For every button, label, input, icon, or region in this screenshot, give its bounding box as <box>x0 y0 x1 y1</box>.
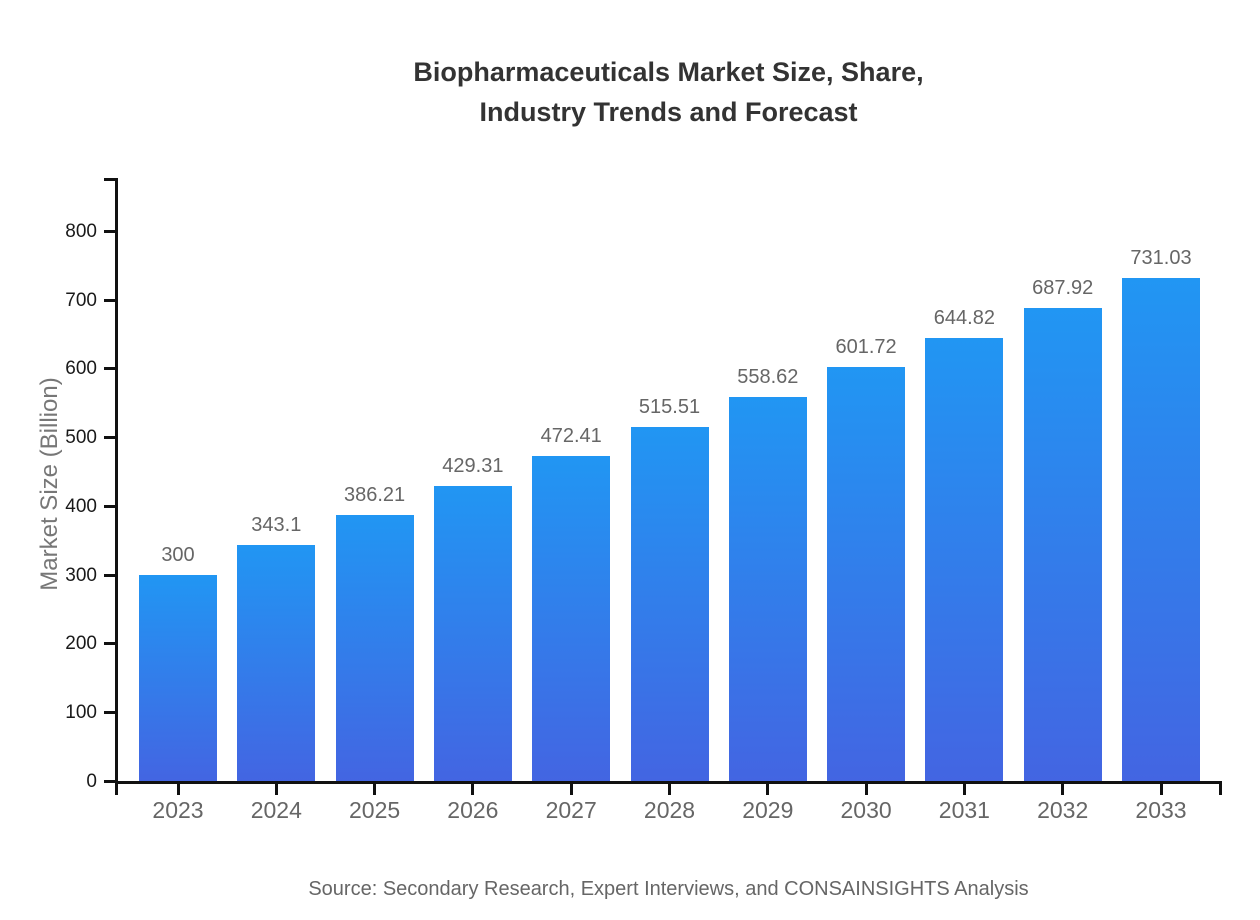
x-axis-tick <box>274 784 278 795</box>
bar-value-label: 558.62 <box>737 365 799 388</box>
x-axis-tick <box>668 784 671 795</box>
bar-2027 <box>532 456 611 781</box>
x-category-label: 2025 <box>349 797 401 823</box>
bar-2026 <box>433 485 512 781</box>
y-tick-label: 400 <box>65 495 97 517</box>
x-category-label: 2023 <box>152 797 204 823</box>
y-tick-label: 0 <box>86 771 97 792</box>
y-tick-label: 300 <box>65 564 97 586</box>
x-axis-tick <box>471 784 475 795</box>
y-tick-label: 100 <box>65 702 97 724</box>
x-axis-tick <box>569 784 573 795</box>
chart-title: Biopharmaceuticals Market Size, Share, I… <box>115 52 1222 132</box>
bar-2023 <box>139 574 217 781</box>
y-tick-label: 700 <box>65 289 97 311</box>
y-tick-label: 600 <box>65 358 97 380</box>
x-category-label: 2031 <box>938 797 990 823</box>
y-axis-tick <box>104 367 115 371</box>
bar-value-label: 601.72 <box>835 336 897 359</box>
x-axis-tick <box>962 784 966 795</box>
bar-value-label: 386.21 <box>344 484 406 507</box>
bar-2032 <box>1023 308 1102 781</box>
y-axis-tick <box>104 780 115 783</box>
x-axis-end-tick <box>115 784 118 795</box>
bar-2024 <box>237 545 316 781</box>
bar-value-label: 472.41 <box>540 425 602 448</box>
bar-value-label: 300 <box>161 543 195 566</box>
bar-value-label: 687.92 <box>1032 277 1094 299</box>
x-category-label: 2027 <box>545 797 597 823</box>
y-axis-tick <box>104 504 115 508</box>
x-axis-tick <box>373 784 377 795</box>
bar-value-label: 515.51 <box>638 395 701 418</box>
chart-title-line-1: Biopharmaceuticals Market Size, Share, <box>413 57 924 87</box>
y-tick-label: 200 <box>65 633 97 655</box>
bar-value-label: 731.03 <box>1130 247 1192 270</box>
x-axis-tick <box>766 784 770 795</box>
bar-2029 <box>728 396 807 781</box>
y-tick-label: 500 <box>65 427 97 449</box>
bar-value-label: 644.82 <box>933 306 995 329</box>
bar-2028 <box>630 426 709 781</box>
x-axis-line <box>115 781 1222 784</box>
bar-2030 <box>827 367 906 781</box>
bar-2033 <box>1122 278 1200 781</box>
y-axis-tick <box>104 436 115 440</box>
x-category-label: 2024 <box>250 797 302 823</box>
x-category-label: 2028 <box>643 797 696 823</box>
bar-value-label: 429.31 <box>442 454 504 477</box>
y-axis-tick <box>104 229 115 233</box>
x-axis-tick <box>176 784 180 795</box>
bar-2031 <box>925 337 1004 781</box>
source-note: Source: Secondary Research, Expert Inter… <box>308 878 1029 900</box>
bar-value-label: 343.1 <box>251 514 302 537</box>
x-category-label: 2030 <box>840 797 892 823</box>
x-category-label: 2033 <box>1135 797 1187 823</box>
plot-area: 0 100 200 300 400 500 600 700 800 300 2023 343.1 20… <box>65 178 1222 822</box>
y-axis-end-tick <box>104 178 115 181</box>
y-tick-label: 800 <box>65 220 97 242</box>
x-axis-end-tick <box>1219 784 1222 795</box>
x-axis-tick <box>1061 784 1065 795</box>
y-axis-tick <box>104 573 115 577</box>
y-axis-tick <box>104 642 115 646</box>
x-category-label: 2029 <box>742 797 794 823</box>
y-axis-line <box>115 178 118 784</box>
x-axis-tick <box>864 784 868 795</box>
bar-2025 <box>335 515 414 781</box>
chart-title-line-2: Industry Trends and Forecast <box>479 97 858 127</box>
x-axis-tick <box>1159 784 1163 795</box>
y-axis-tick <box>104 711 115 715</box>
y-axis-tick <box>104 298 115 302</box>
x-category-label: 2026 <box>447 797 499 823</box>
x-category-label: 2032 <box>1037 797 1089 823</box>
